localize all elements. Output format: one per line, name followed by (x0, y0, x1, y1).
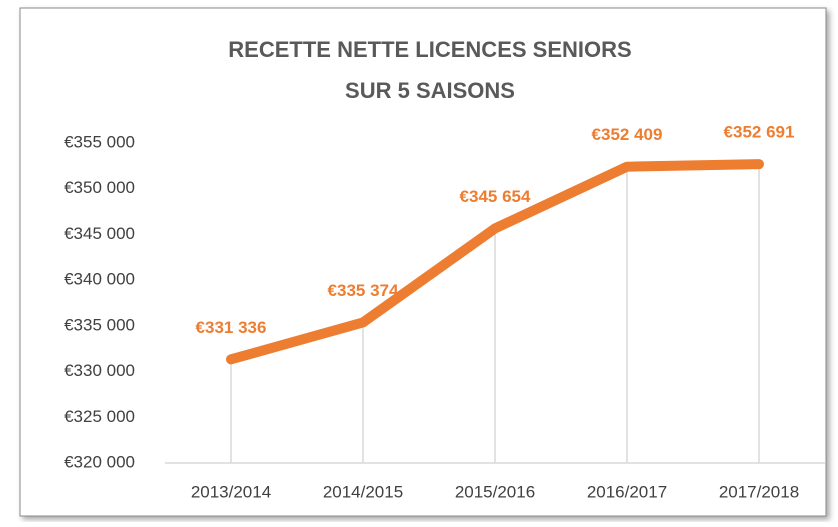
data-label: €352 409 (592, 125, 663, 144)
y-tick-label: €325 000 (64, 407, 135, 426)
chart-title: SUR 5 SAISONS (345, 78, 515, 103)
x-tick-label: 2016/2017 (587, 482, 667, 501)
y-tick-label: €355 000 (64, 132, 135, 151)
y-tick-label: €345 000 (64, 224, 135, 243)
data-label: €352 691 (724, 123, 795, 142)
y-tick-label: €320 000 (64, 452, 135, 471)
x-tick-label: 2017/2018 (719, 482, 799, 501)
data-label: €335 374 (328, 281, 399, 300)
data-label: €345 654 (460, 187, 531, 206)
y-tick-label: €335 000 (64, 315, 135, 334)
y-tick-label: €350 000 (64, 178, 135, 197)
data-line (226, 159, 764, 365)
x-tick-label: 2014/2015 (323, 482, 403, 501)
y-tick-label: €330 000 (64, 361, 135, 380)
y-tick-label: €340 000 (64, 270, 135, 289)
x-tick-label: 2013/2014 (191, 482, 271, 501)
chart-title: RECETTE NETTE LICENCES SENIORS (228, 37, 631, 62)
x-tick-label: 2015/2016 (455, 482, 535, 501)
chart-frame (19, 7, 827, 517)
data-label: €331 336 (196, 318, 267, 337)
